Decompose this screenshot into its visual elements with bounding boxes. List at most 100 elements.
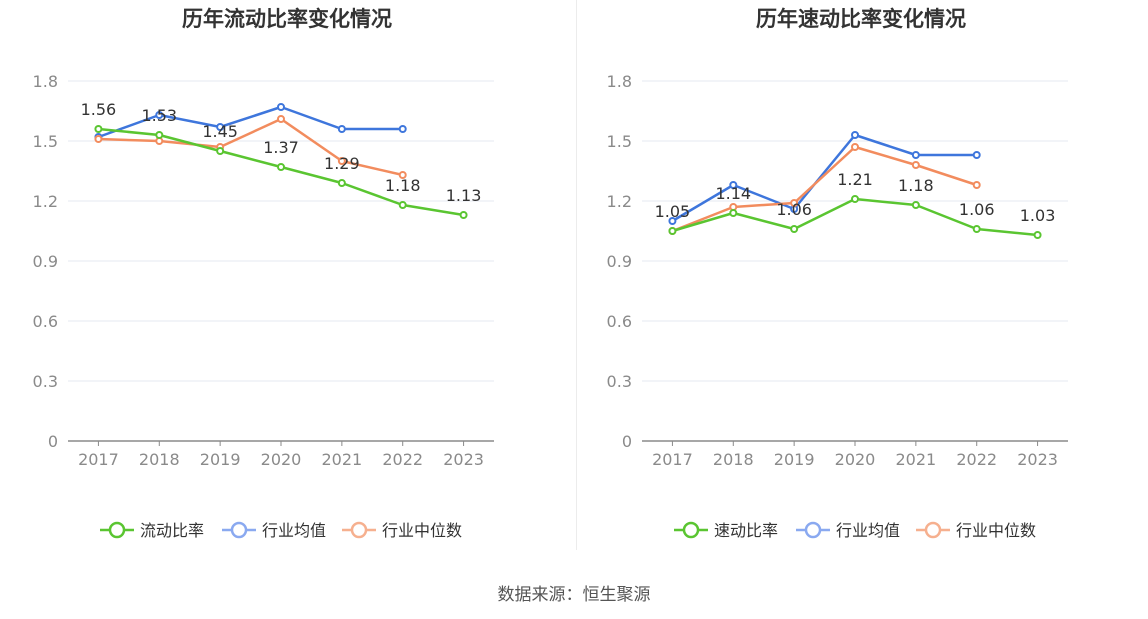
current-ratio-chart: 历年流动比率变化情况 0 0.3 0.6 0.9 1.2 1.5 1.8 2017 2018 201… <box>0 0 574 560</box>
current-ratio-y-tick-label: 1.8 <box>33 72 58 91</box>
current-ratio-series-point-0 <box>216 147 225 155</box>
quick-ratio-x-tick-label: 2020 <box>835 450 876 469</box>
current-ratio-x-tick-label: 2020 <box>261 450 302 469</box>
current-ratio-y-tick-label: 1.5 <box>33 132 58 151</box>
current-ratio-x-tick-label: 2017 <box>78 450 119 469</box>
quick-ratio-legend-item-0[interactable]: 速动比率 <box>674 521 778 540</box>
quick-ratio-series-point-2 <box>790 199 799 207</box>
quick-ratio-y-tick-label: 0.9 <box>607 252 632 271</box>
current-ratio-y-tick-label: 0.9 <box>33 252 58 271</box>
current-ratio-y-tick-label: 0.6 <box>33 312 58 331</box>
quick-ratio-series-point-0 <box>911 201 920 209</box>
quick-ratio-data-label: 1.21 <box>837 170 873 189</box>
chart-divider <box>576 0 577 550</box>
quick-ratio-y-tick-label: 1.2 <box>607 192 632 211</box>
current-ratio-series-point-0 <box>94 125 103 133</box>
quick-ratio-data-label: 1.06 <box>776 200 812 219</box>
current-ratio-x-tick-label: 2018 <box>139 450 180 469</box>
current-ratio-data-label: 1.37 <box>263 138 299 157</box>
current-ratio-x-tick-label: 2019 <box>200 450 241 469</box>
quick-ratio-data-label: 1.14 <box>715 184 751 203</box>
current-ratio-legend-swatch-marker <box>230 521 248 539</box>
current-ratio-data-label: 1.18 <box>385 176 421 195</box>
quick-ratio-x-tick-label: 2017 <box>652 450 693 469</box>
current-ratio-legend-swatch-marker <box>108 521 126 539</box>
current-ratio-chart-svg: 历年流动比率变化情况 0 0.3 0.6 0.9 1.2 1.5 1.8 2017 2018 201… <box>33 7 494 540</box>
quick-ratio-series-point-1 <box>668 217 677 225</box>
quick-ratio-data-label: 1.05 <box>655 202 691 221</box>
current-ratio-y-tick-label: 0.3 <box>33 372 58 391</box>
quick-ratio-x-tick-label: 2019 <box>774 450 815 469</box>
quick-ratio-series-point-1 <box>729 181 738 189</box>
current-ratio-series-point-2 <box>337 157 346 165</box>
quick-ratio-chart-svg: 历年速动比率变化情况 0 0.3 0.6 0.9 1.2 1.5 1.8 2017 2018 201… <box>607 7 1068 540</box>
quick-ratio-x-tick-label: 2023 <box>1017 450 1058 469</box>
current-ratio-data-label: 1.29 <box>324 154 360 173</box>
current-ratio-data-label: 1.13 <box>446 186 482 205</box>
quick-ratio-legend-label: 行业中位数 <box>956 521 1036 540</box>
current-ratio-data-label: 1.53 <box>141 106 177 125</box>
quick-ratio-legend-swatch-marker <box>924 521 942 539</box>
quick-ratio-y-tick-label: 0.3 <box>607 372 632 391</box>
current-ratio-title: 历年流动比率变化情况 <box>182 7 392 31</box>
current-ratio-series-point-0 <box>277 163 285 171</box>
quick-ratio-x-tick-label: 2021 <box>895 450 936 469</box>
current-ratio-series-point-0 <box>337 179 346 187</box>
quick-ratio-legend-item-1[interactable]: 行业均值 <box>796 521 900 540</box>
quick-ratio-series-point-0 <box>668 227 677 235</box>
quick-ratio-chart: 历年速动比率变化情况 0 0.3 0.6 0.9 1.2 1.5 1.8 2017 2018 201… <box>574 0 1148 560</box>
quick-ratio-legend-item-2[interactable]: 行业中位数 <box>916 521 1036 540</box>
current-ratio-series-point-1 <box>277 103 285 111</box>
quick-ratio-y-tick-label: 0 <box>622 432 632 451</box>
quick-ratio-y-tick-label: 1.5 <box>607 132 632 151</box>
quick-ratio-legend-label: 速动比率 <box>714 521 778 540</box>
data-source: 数据来源：恒生聚源 <box>497 585 651 605</box>
quick-ratio-data-label: 1.18 <box>898 176 934 195</box>
current-ratio-series-point-1 <box>155 111 164 119</box>
current-ratio-series-line-1 <box>98 105 403 139</box>
current-ratio-legend-label: 行业中位数 <box>382 521 462 540</box>
current-ratio-series-point-1 <box>398 125 407 133</box>
quick-ratio-x-tick-label: 2018 <box>713 450 754 469</box>
current-ratio-series-point-2 <box>94 135 103 143</box>
quick-ratio-series-line-2 <box>671 145 978 233</box>
quick-ratio-series-point-0 <box>851 195 859 203</box>
current-ratio-legend-item-1[interactable]: 行业均值 <box>222 521 326 540</box>
current-ratio-series-point-0 <box>459 211 468 219</box>
current-ratio-series-line-2 <box>98 117 403 177</box>
current-ratio-series-point-1 <box>216 123 225 131</box>
current-ratio-legend-label: 行业均值 <box>262 521 326 540</box>
current-ratio-series-point-2 <box>277 115 285 123</box>
quick-ratio-series-point-0 <box>729 209 738 217</box>
quick-ratio-y-tick-label: 0.6 <box>607 312 632 331</box>
quick-ratio-series-point-0 <box>1033 231 1042 239</box>
quick-ratio-series-point-2 <box>911 161 920 169</box>
quick-ratio-series-point-1 <box>972 151 981 159</box>
quick-ratio-series-point-1 <box>911 151 920 159</box>
current-ratio-legend-item-0[interactable]: 流动比率 <box>100 521 204 540</box>
quick-ratio-legend-label: 行业均值 <box>836 521 900 540</box>
quick-ratio-series-point-0 <box>972 225 981 233</box>
quick-ratio-series-point-1 <box>851 131 859 139</box>
current-ratio-x-tick-label: 2021 <box>321 450 362 469</box>
quick-ratio-series-point-2 <box>851 143 859 151</box>
quick-ratio-series-point-0 <box>790 225 799 233</box>
current-ratio-y-tick-label: 0 <box>48 432 58 451</box>
quick-ratio-data-label: 1.06 <box>959 200 995 219</box>
quick-ratio-title: 历年速动比率变化情况 <box>756 7 966 31</box>
current-ratio-data-label: 1.45 <box>202 122 238 141</box>
quick-ratio-series-point-2 <box>972 181 981 189</box>
quick-ratio-legend-swatch-marker <box>682 521 700 539</box>
quick-ratio-legend-swatch-marker <box>804 521 822 539</box>
quick-ratio-series-line-1 <box>671 133 977 223</box>
current-ratio-series-point-0 <box>398 201 407 209</box>
current-ratio-series-point-1 <box>337 125 346 133</box>
current-ratio-data-label: 1.56 <box>81 100 117 119</box>
current-ratio-legend-item-2[interactable]: 行业中位数 <box>342 521 462 540</box>
quick-ratio-data-label: 1.03 <box>1020 206 1056 225</box>
quick-ratio-y-tick-label: 1.8 <box>607 72 632 91</box>
current-ratio-legend-label: 流动比率 <box>140 521 204 540</box>
current-ratio-y-tick-label: 1.2 <box>33 192 58 211</box>
current-ratio-series-point-0 <box>155 131 164 139</box>
current-ratio-x-tick-label: 2022 <box>382 450 423 469</box>
